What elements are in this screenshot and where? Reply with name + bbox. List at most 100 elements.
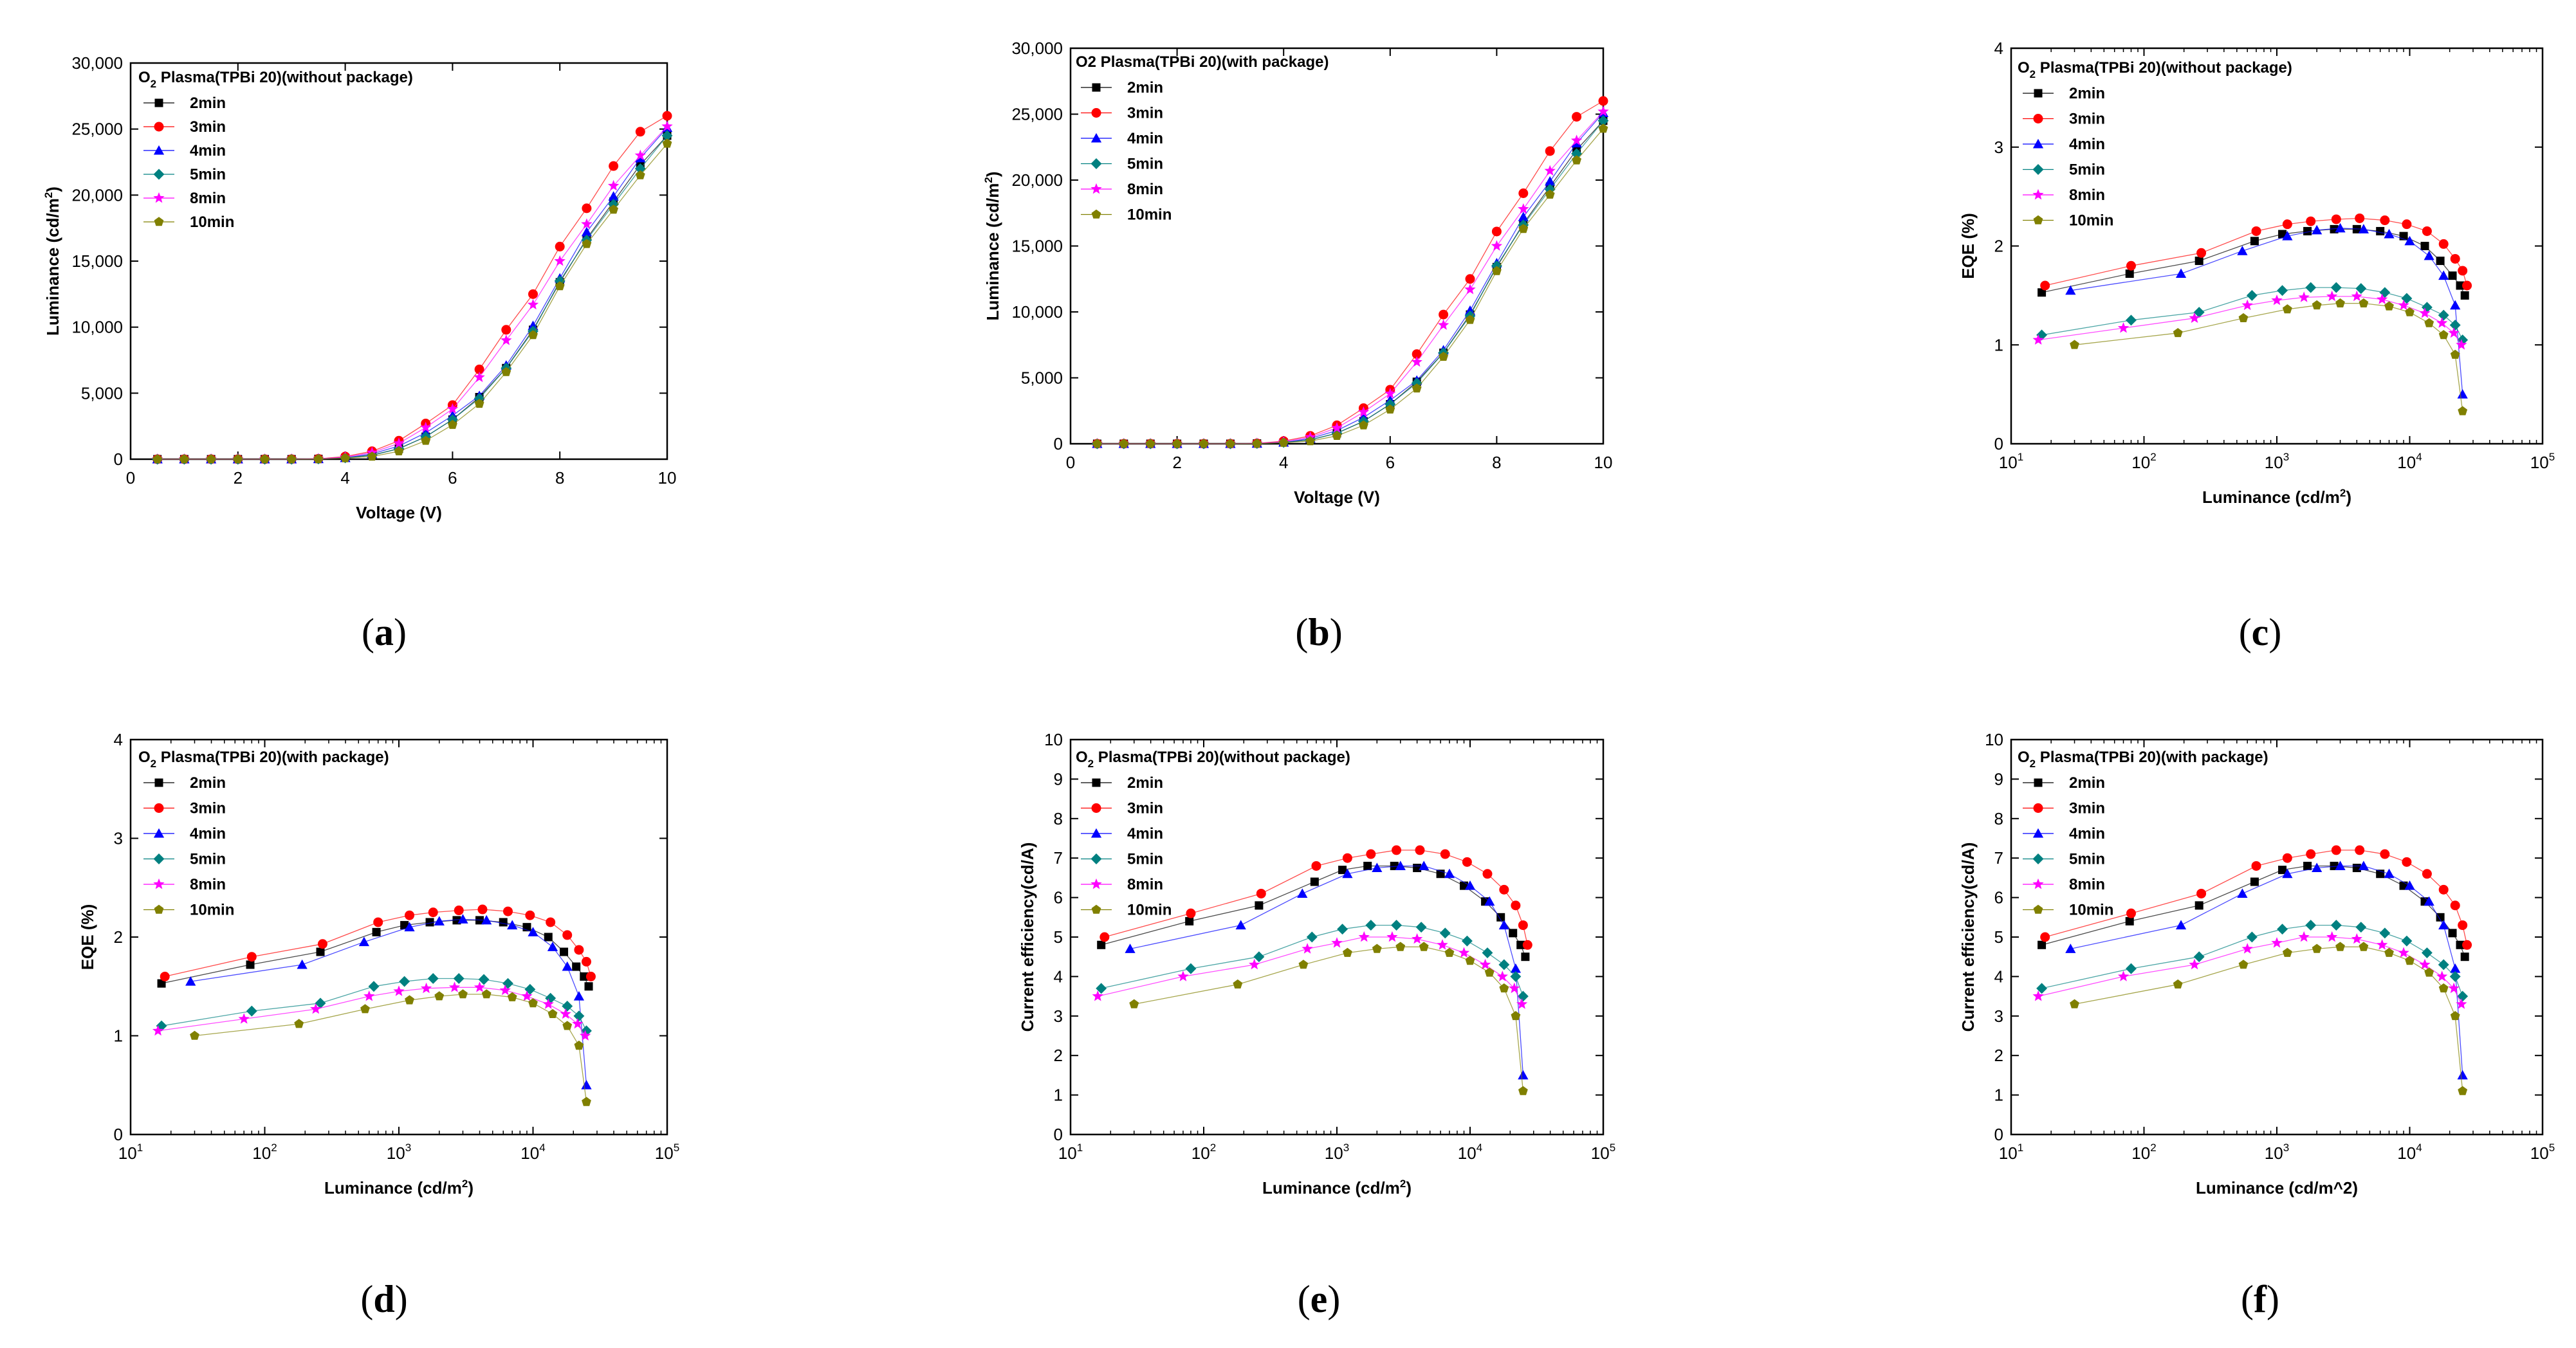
- data-point-10min: [1499, 983, 1509, 993]
- data-point-4min: [2358, 861, 2369, 870]
- data-point-4min: [1518, 1070, 1529, 1080]
- data-point-2min: [1255, 901, 1264, 910]
- x-tick-label: 102: [2131, 451, 2156, 472]
- data-point-4min: [581, 1080, 592, 1089]
- data-point-8min: [554, 255, 566, 266]
- data-point-4min: [1297, 888, 1308, 898]
- data-point-10min: [421, 435, 431, 445]
- panel-e: 101 102 103 104 105 0 1 2 3 4 5 6 7 8 9 10 Luminance (cd…: [1018, 730, 1615, 1320]
- legend-marker-3min: [1091, 803, 1101, 813]
- y-tick-label: 0: [1054, 434, 1063, 453]
- data-point-10min: [1119, 439, 1129, 448]
- data-point-10min: [2312, 300, 2322, 310]
- data-point-10min: [1145, 439, 1155, 448]
- legend-label-2min: 2min: [190, 95, 226, 112]
- data-point-4min: [2404, 880, 2415, 890]
- data-point-5min: [2330, 282, 2342, 293]
- data-point-5min: [2401, 935, 2413, 947]
- legend-marker-5min: [1090, 158, 1102, 169]
- data-point-3min: [2040, 280, 2050, 291]
- data-point-10min: [582, 239, 592, 248]
- data-point-4min: [547, 942, 558, 951]
- data-point-2min: [1363, 861, 1372, 870]
- data-point-4min: [457, 914, 468, 924]
- data-point-8min: [2377, 293, 2388, 304]
- data-point-3min: [2380, 849, 2390, 859]
- data-point-2min: [2460, 291, 2469, 300]
- data-point-3min: [555, 241, 565, 251]
- data-point-8min: [420, 982, 432, 994]
- y-tick-label: 9: [1994, 769, 2003, 788]
- y-tick-label: 8: [1054, 809, 1063, 828]
- data-point-4min: [481, 915, 492, 925]
- panel-label: (b): [1295, 611, 1342, 653]
- legend-marker-2min: [1092, 83, 1101, 92]
- legend-label-8min: 8min: [190, 876, 226, 893]
- series-line-8min: [157, 126, 668, 460]
- data-point-4min: [185, 976, 196, 986]
- x-tick-label: 102: [252, 1142, 277, 1163]
- legend-marker-5min: [2032, 164, 2044, 175]
- panel-label: (d): [360, 1278, 407, 1320]
- data-point-10min: [1518, 224, 1529, 233]
- data-point-10min: [1484, 967, 1495, 977]
- data-point-5min: [545, 992, 557, 1004]
- x-tick-label: 4: [1279, 453, 1288, 472]
- data-point-8min: [152, 1025, 164, 1036]
- panel-a: 0 2 4 6 8 10 0 5,000 10,000 15,000 20,000 25,000 30,…: [42, 53, 676, 653]
- legend-title: O2 Plasma(TPBi 20)(with package): [138, 749, 389, 770]
- y-tick-label: 6: [1054, 888, 1063, 907]
- y-tick-label: 9: [1054, 769, 1063, 788]
- x-tick-label: 102: [2131, 1142, 2156, 1163]
- data-point-5min: [2438, 309, 2449, 321]
- data-point-10min: [1419, 942, 1429, 951]
- data-point-8min: [2032, 990, 2044, 1001]
- data-point-5min: [581, 1025, 592, 1037]
- data-point-8min: [521, 990, 533, 1001]
- x-tick-label: 101: [118, 1142, 143, 1163]
- data-point-3min: [1415, 845, 1425, 855]
- data-point-4min: [2335, 861, 2346, 870]
- data-point-3min: [1518, 188, 1529, 198]
- data-point-3min: [2282, 853, 2292, 863]
- y-tick-label: 7: [1054, 848, 1063, 868]
- data-point-3min: [1572, 112, 1582, 122]
- legend-marker-4min: [153, 145, 165, 155]
- data-point-2min: [2376, 226, 2385, 235]
- data-point-8min: [2456, 998, 2467, 1009]
- data-point-8min: [1518, 203, 1529, 214]
- data-point-4min: [2237, 246, 2248, 255]
- y-tick-label: 20,000: [71, 185, 123, 205]
- data-point-10min: [547, 1008, 558, 1018]
- data-point-2min: [1185, 916, 1194, 925]
- data-point-4min: [2065, 285, 2076, 295]
- legend-label-2min: 2min: [1127, 79, 1163, 96]
- data-point-2min: [544, 933, 553, 942]
- data-point-4min: [2335, 223, 2346, 233]
- data-point-2min: [560, 947, 569, 956]
- data-point-3min: [662, 111, 672, 121]
- data-point-8min: [2456, 339, 2467, 350]
- data-point-3min: [2282, 219, 2292, 230]
- data-point-2min: [2038, 940, 2047, 949]
- data-point-3min: [2438, 239, 2449, 249]
- legend-label-4min: 4min: [190, 142, 226, 159]
- data-point-3min: [2450, 900, 2460, 911]
- panel-b: 0 2 4 6 8 10 0 5,000 10,000 15,000 20,000 25,000 30,…: [982, 39, 1612, 653]
- series-line-10min: [157, 143, 668, 460]
- data-point-3min: [1482, 869, 1493, 879]
- data-point-10min: [2359, 942, 2369, 951]
- data-point-3min: [1440, 849, 1450, 859]
- legend-label-4min: 4min: [190, 825, 226, 843]
- legend-label-4min: 4min: [1127, 825, 1163, 843]
- data-point-3min: [2251, 861, 2261, 871]
- y-tick-label: 10: [1044, 730, 1063, 749]
- legend-marker-10min: [2033, 904, 2043, 914]
- data-point-8min: [581, 218, 593, 229]
- data-point-3min: [2331, 845, 2341, 855]
- data-point-10min: [1465, 314, 1475, 324]
- data-point-5min: [2355, 283, 2367, 295]
- legend-marker-2min: [1092, 778, 1101, 787]
- data-point-5min: [315, 997, 326, 1009]
- legend-label-5min: 5min: [190, 851, 226, 868]
